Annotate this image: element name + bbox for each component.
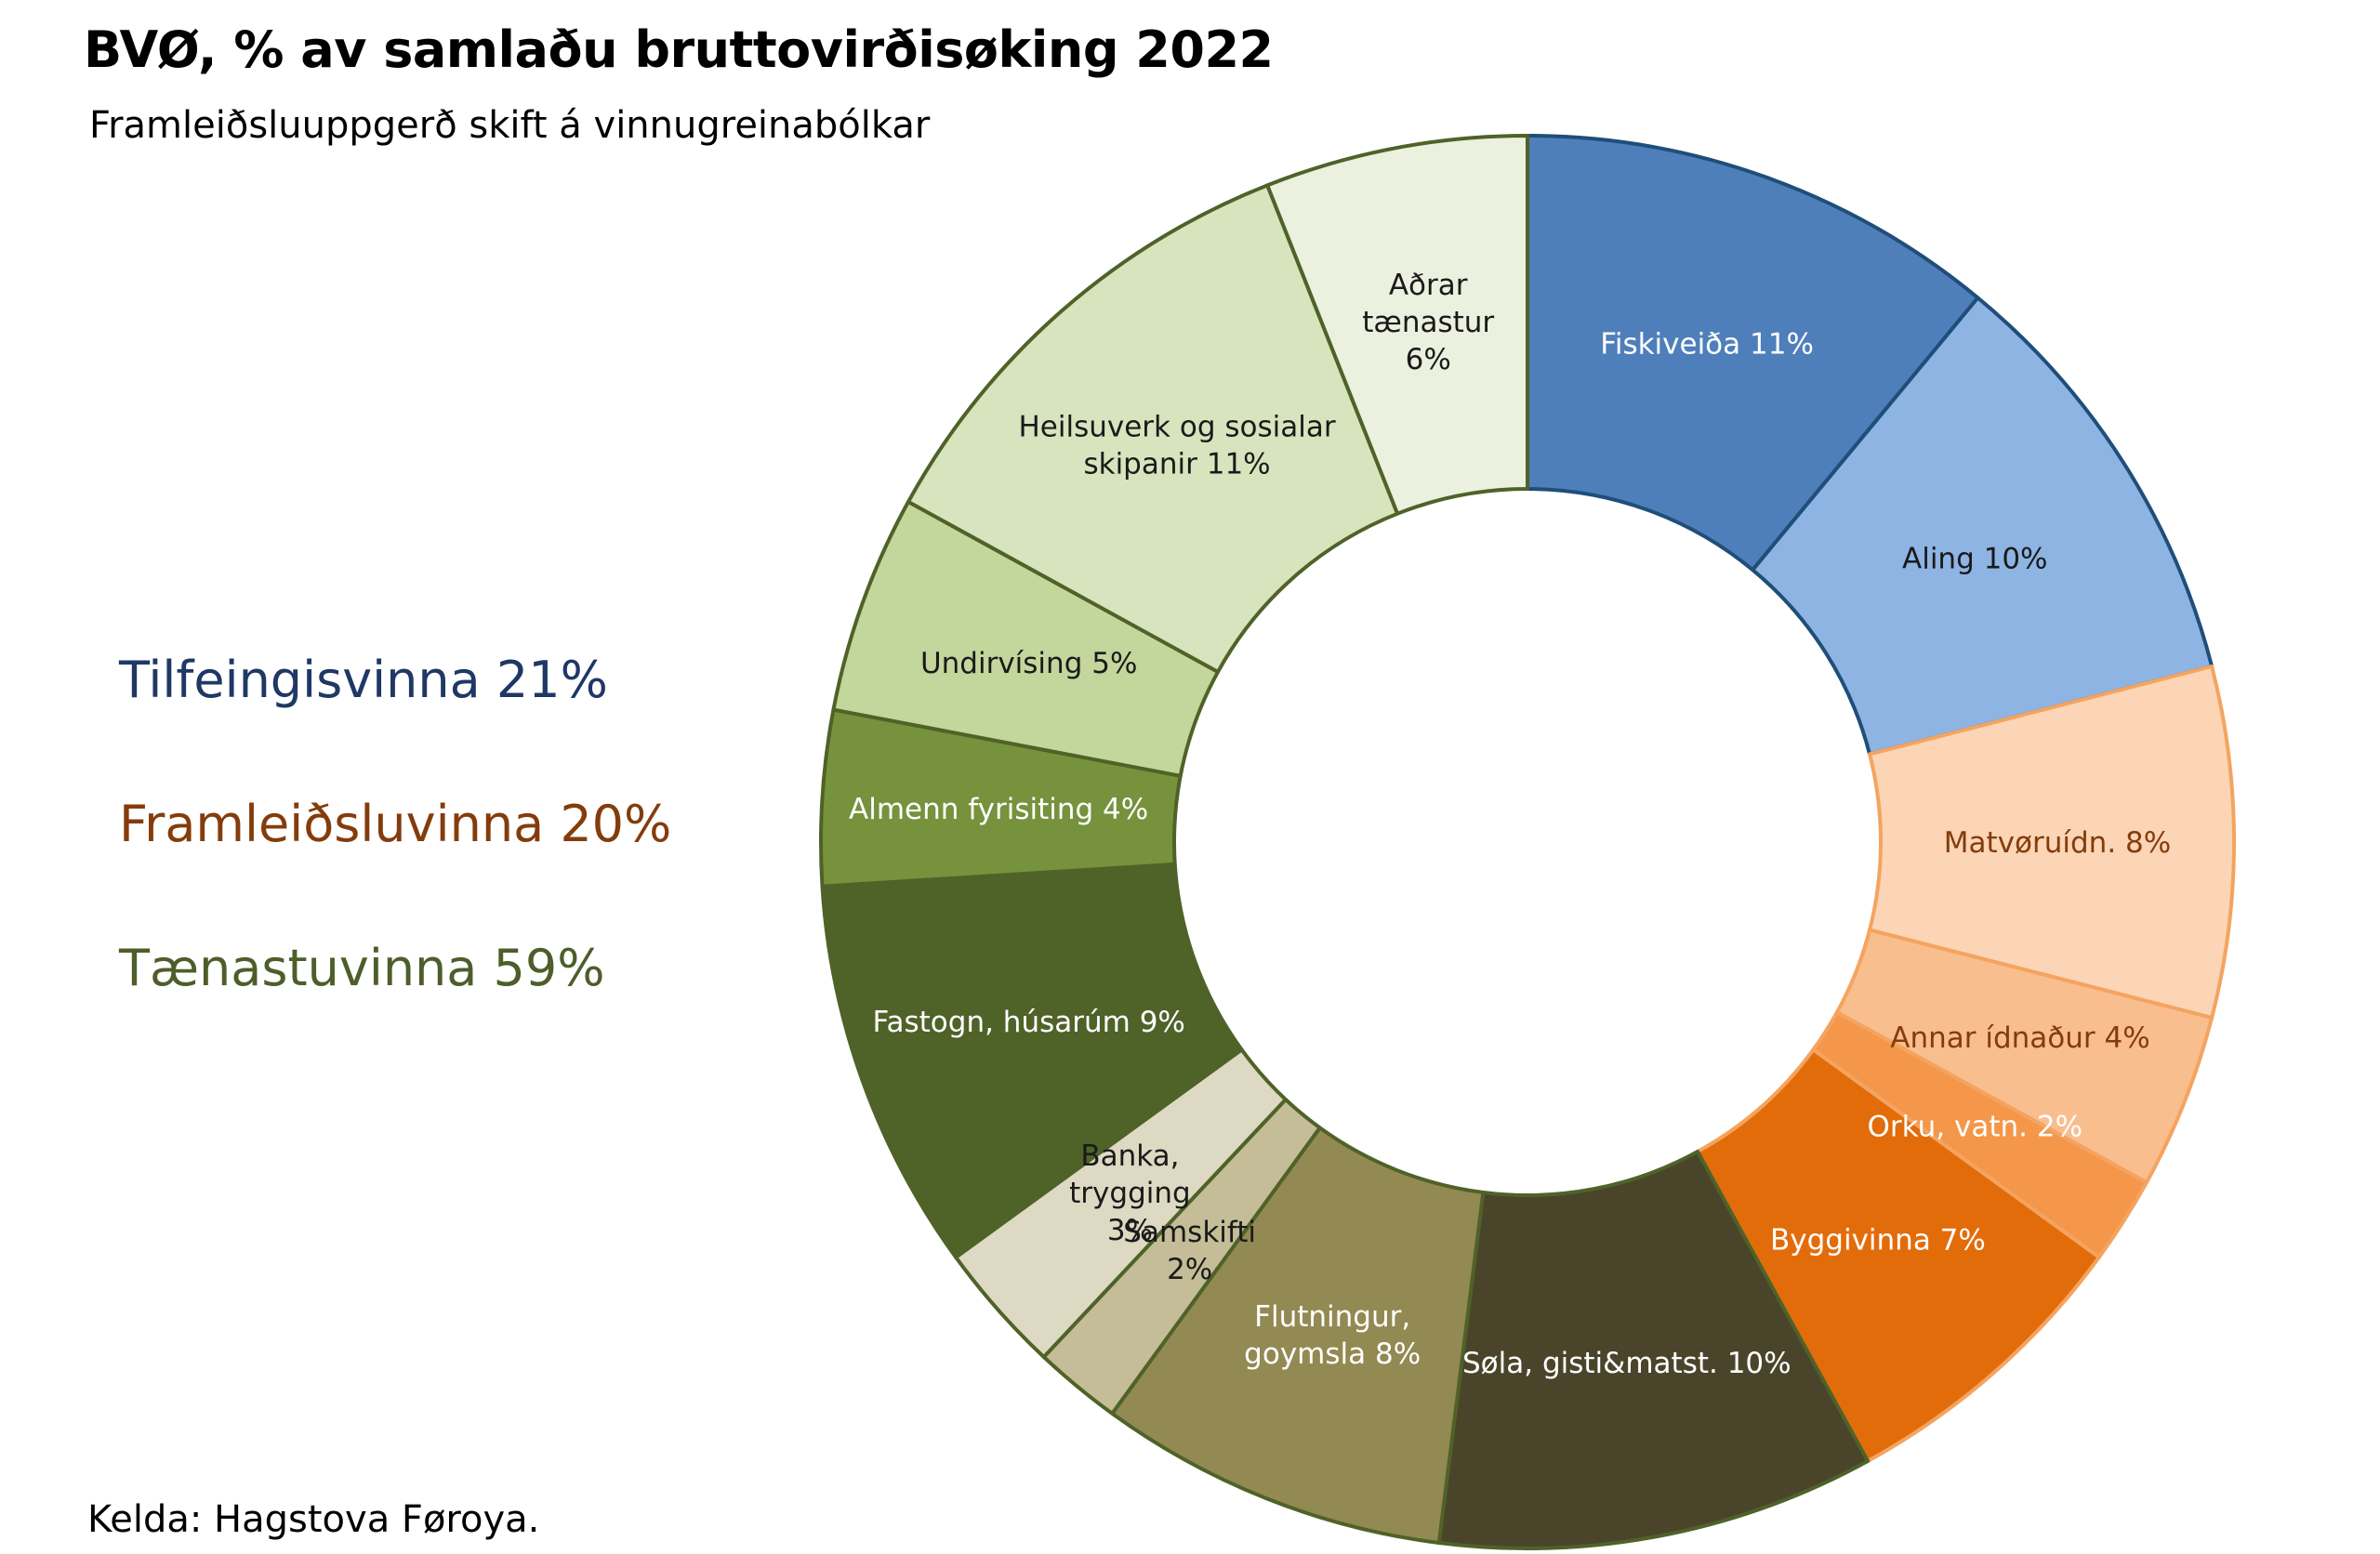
group-label-taenastuvinna: Tænastuvinna 59% (119, 939, 605, 997)
slice-matv-ruidn-8 (1868, 664, 2236, 1020)
slice-aling-10 (1751, 296, 2215, 757)
slice-label-byggivinna-7: Byggivinna 7% (1770, 1224, 1986, 1258)
slice-fastogn-husarum-9 (820, 862, 1244, 1259)
slice-a-rar-t-nastur-6 (1265, 134, 1529, 516)
slice-label-samskifti-2: Samskifti 2% (1123, 1216, 1256, 1286)
group-label-tilfeingisvinna: Tilfeingisvinna 21% (119, 651, 608, 709)
slice-label-fiskivei-a-11: Fiskiveiða 11% (1600, 328, 1814, 362)
slice-label-a-rar-t-nastur-6: Aðrar tænastur 6% (1362, 269, 1494, 376)
slice-label-s-la-gisti-matst-10: Søla, gisti&matst. 10% (1462, 1347, 1792, 1380)
chart-title: BVØ, % av samlaðu bruttovirðisøking 2022 (84, 20, 1274, 79)
slice-heilsuverk-og-sosialar-skipanir-11 (906, 183, 1400, 674)
source-note: Kelda: Hagstova Føroya. (87, 1498, 540, 1541)
chart-subtitle: Framleiðsluuppgerð skift á vinnugreinabó… (89, 104, 931, 147)
slice-flutningur-goymsla-8 (1110, 1126, 1486, 1546)
slice-label-undirvising-5: Undirvísing 5% (920, 647, 1137, 680)
slice-label-aling-10: Aling 10% (1902, 543, 2048, 576)
slice-fiskivei-a-11 (1526, 134, 1980, 573)
slice-label-heilsuverk-og-sosialar-skipanir-11: Heilsuverk og sosialar skipanir 11% (1018, 410, 1335, 481)
slice-label-flutningur-goymsla-8: Flutningur, goymsla 8% (1244, 1300, 1421, 1371)
group-label-framleidsluvinna: Framleiðsluvinna 20% (119, 795, 672, 853)
slice-label-annar-idna-ur-4: Annar ídnaður 4% (1890, 1021, 2149, 1055)
slice-label-orku-vatn-2: Orku, vatn. 2% (1868, 1110, 2083, 1143)
slice-label-banka-trygging-3: Banka, trygging 3% (1069, 1139, 1191, 1247)
slice-label-matv-ruidn-8: Matvøruídn. 8% (1944, 826, 2171, 860)
slice-label-fastogn-husarum-9: Fastogn, húsarúm 9% (873, 1006, 1185, 1039)
slice-label-almenn-fyrisiting-4: Almenn fyrisiting 4% (849, 793, 1148, 826)
slice-s-la-gisti-matst-10 (1436, 1150, 1871, 1550)
